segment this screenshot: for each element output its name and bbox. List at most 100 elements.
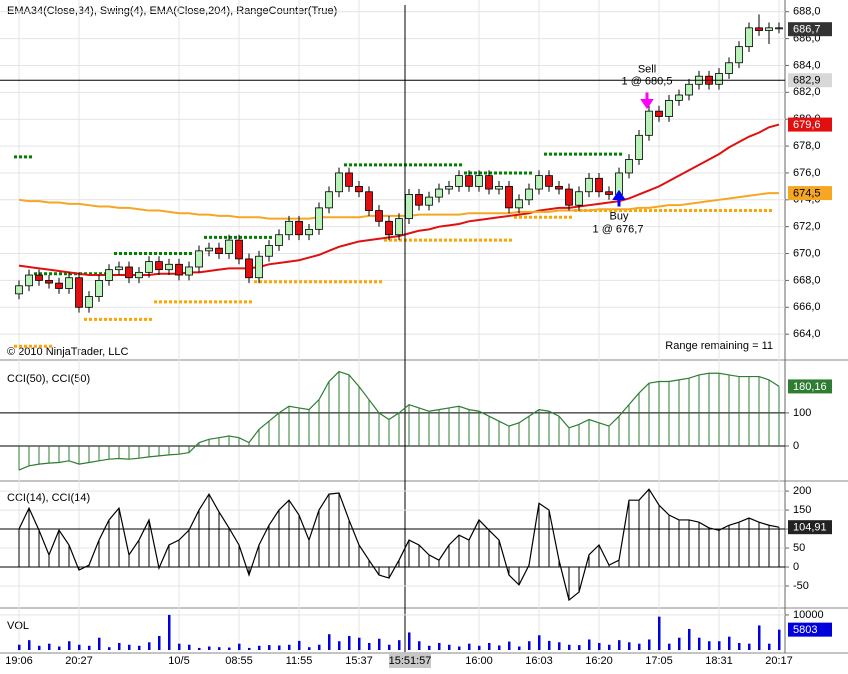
- candle-body: [565, 188, 573, 206]
- x-tick-label: 19:06: [5, 655, 33, 667]
- volume-bar: [738, 642, 741, 650]
- candle-body: [115, 266, 123, 271]
- value-badge-label: 679,6: [793, 119, 821, 131]
- y-tick-label: 10000: [793, 609, 824, 621]
- volume-bar: [108, 647, 111, 650]
- candle-body: [185, 266, 193, 276]
- volume-bar: [658, 616, 661, 650]
- volume-bar: [328, 634, 331, 650]
- candle-body: [235, 239, 243, 260]
- value-badge: [788, 117, 832, 132]
- candle-body: [435, 188, 443, 198]
- candle-body: [275, 234, 283, 246]
- volume-bar: [438, 642, 441, 650]
- volume-bar: [718, 641, 721, 650]
- volume-bar: [498, 645, 501, 650]
- volume-bar: [518, 646, 521, 650]
- volume-bar: [38, 645, 41, 650]
- candle-body: [545, 175, 553, 187]
- volume-bar: [148, 642, 151, 650]
- volume-bar: [298, 640, 301, 650]
- y-tick-label: 672,0: [793, 221, 821, 233]
- volume-bar: [88, 645, 91, 650]
- volume-bar: [368, 642, 371, 650]
- volume-bar: [598, 642, 601, 650]
- volume-bar: [18, 644, 21, 650]
- candle-body: [205, 247, 213, 252]
- volume-bar: [618, 640, 621, 650]
- candle-body: [745, 27, 753, 48]
- value-badge: [788, 186, 832, 201]
- x-tick-label: 18:31: [705, 655, 733, 667]
- candle-body: [245, 258, 253, 279]
- candle-body: [365, 191, 373, 211]
- value-badge-label: 104,91: [793, 522, 827, 534]
- candle-body: [15, 285, 23, 295]
- candle-body: [575, 191, 583, 206]
- trade-side: Buy: [610, 210, 629, 222]
- candle-body: [555, 185, 563, 190]
- volume-bar: [348, 635, 351, 650]
- volume-bar: [468, 643, 471, 650]
- candle-body: [645, 110, 653, 136]
- volume-bar: [28, 640, 31, 650]
- cci-line: [18, 370, 780, 471]
- volume-bar: [538, 635, 541, 650]
- volume-bar: [548, 640, 551, 650]
- candle-body: [105, 269, 113, 281]
- candle-body: [445, 185, 453, 190]
- volume-bar: [568, 644, 571, 650]
- candle-body: [465, 175, 473, 187]
- x-tick-label: 15:37: [345, 655, 373, 667]
- candle-body: [485, 175, 493, 190]
- volume-bar: [628, 642, 631, 650]
- candle-body: [125, 266, 133, 279]
- candle-body: [525, 188, 533, 201]
- trade-text: 1 @ 680,5: [622, 75, 673, 87]
- volume-bar: [208, 646, 211, 650]
- x-tick-label: 20:17: [765, 655, 793, 667]
- volume-bar: [688, 628, 691, 650]
- volume-bar: [428, 645, 431, 650]
- volume-bar: [238, 643, 241, 650]
- candle-body: [285, 220, 293, 236]
- value-badge-label: 674,5: [793, 187, 821, 199]
- y-tick-label: 688,0: [793, 6, 821, 18]
- candle-body: [395, 218, 403, 236]
- candle-body: [655, 110, 663, 117]
- volume-bar: [98, 637, 101, 650]
- value-badge-label: 682,9: [793, 75, 821, 87]
- value-badge: [788, 22, 832, 37]
- candle-body: [325, 191, 333, 209]
- x-tick-label: 10/5: [168, 655, 189, 667]
- candle-body: [305, 228, 313, 236]
- candle-body: [505, 185, 513, 209]
- volume-bar: [648, 639, 651, 650]
- vol-title: VOL: [7, 620, 29, 632]
- trade-arrow: [640, 92, 654, 110]
- volume-bar: [318, 644, 321, 650]
- volume-bar: [608, 644, 611, 650]
- y-tick-label: 50: [793, 542, 805, 554]
- y-tick-label: 200: [793, 485, 811, 497]
- volume-bar: [48, 643, 51, 650]
- candle-body: [425, 196, 433, 206]
- cci-line: [18, 488, 780, 602]
- candle-body: [685, 83, 693, 96]
- candle-body: [55, 282, 63, 289]
- candle-body: [35, 274, 43, 281]
- candle-body: [405, 194, 413, 220]
- trade-arrow: [612, 189, 626, 207]
- volume-bar: [668, 643, 671, 650]
- y-tick-label: -50: [793, 580, 809, 592]
- candle-body: [295, 220, 303, 236]
- candle-body: [775, 27, 783, 30]
- volume-bar: [708, 641, 711, 650]
- volume-bar: [488, 642, 491, 650]
- y-tick-label: 0: [793, 561, 799, 573]
- value-badge-label: 686,7: [793, 24, 821, 36]
- candle-body: [195, 250, 203, 268]
- candle-body: [45, 280, 53, 284]
